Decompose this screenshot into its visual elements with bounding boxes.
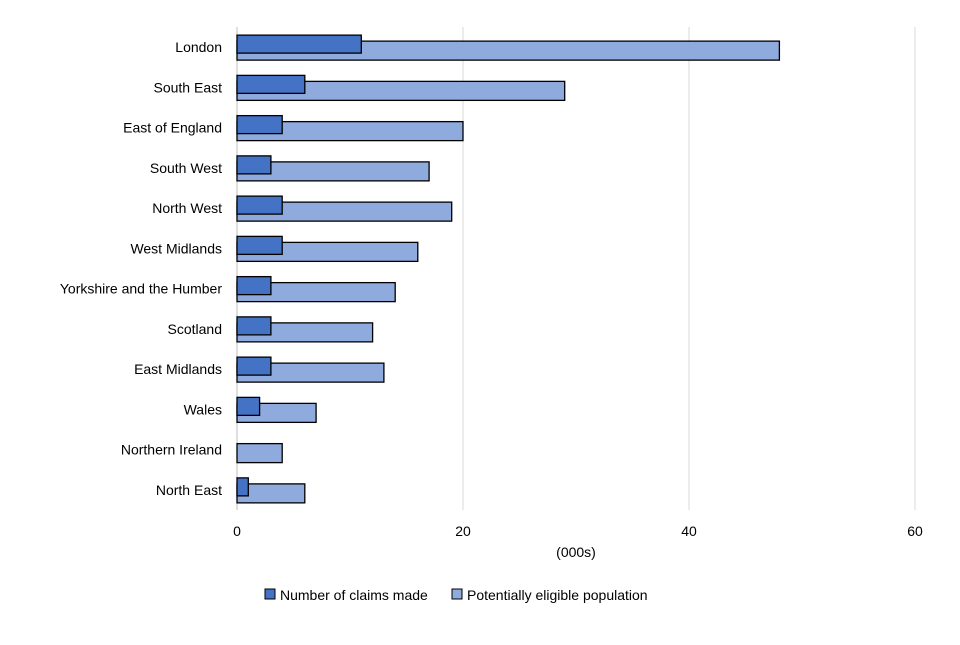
bar-claims-made xyxy=(236,275,272,296)
category-label: Scotland xyxy=(168,321,222,337)
legend-swatch xyxy=(451,588,463,600)
x-tick-labels: 0 20 40 60 xyxy=(233,523,923,539)
bar-claims-made xyxy=(236,477,249,497)
category-label: London xyxy=(175,39,222,55)
legend-swatch xyxy=(264,588,276,600)
bar-claims-made xyxy=(236,356,272,376)
category-label: Wales xyxy=(184,401,222,417)
category-label: North West xyxy=(152,200,222,216)
legend: Number of claims made Potentially eligibl… xyxy=(264,587,648,603)
category-label: South West xyxy=(150,160,222,176)
bar-claims-made xyxy=(236,316,272,336)
category-label: Yorkshire and the Humber xyxy=(60,281,222,297)
x-axis-label: (000s) xyxy=(556,544,596,560)
bar-eligible-population xyxy=(236,442,283,464)
legend-label: Potentially eligible population xyxy=(467,587,648,603)
bar-claims-made xyxy=(236,34,362,54)
bar-claims-made xyxy=(236,235,283,256)
bar-claims-made xyxy=(236,114,283,135)
bar-claims-made xyxy=(236,195,283,215)
category-label: West Midlands xyxy=(130,240,222,256)
bar-claims-made xyxy=(236,74,306,95)
category-label: North East xyxy=(156,482,222,498)
bar-claims-made xyxy=(236,155,272,175)
category-label: Northern Ireland xyxy=(121,442,222,458)
x-tick-label: 20 xyxy=(455,523,471,539)
x-tick-label: 0 xyxy=(233,523,241,539)
category-label: South East xyxy=(154,79,223,95)
gridlines xyxy=(236,27,916,510)
x-tick-label: 40 xyxy=(681,523,697,539)
x-tick-label: 60 xyxy=(907,523,923,539)
category-labels: London South East East of England South Wes… xyxy=(60,39,222,498)
legend-label: Number of claims made xyxy=(280,587,428,603)
category-label: East Midlands xyxy=(134,361,222,377)
category-label: East of England xyxy=(123,120,222,136)
bars xyxy=(236,34,781,504)
bar-claims-made xyxy=(236,396,261,417)
